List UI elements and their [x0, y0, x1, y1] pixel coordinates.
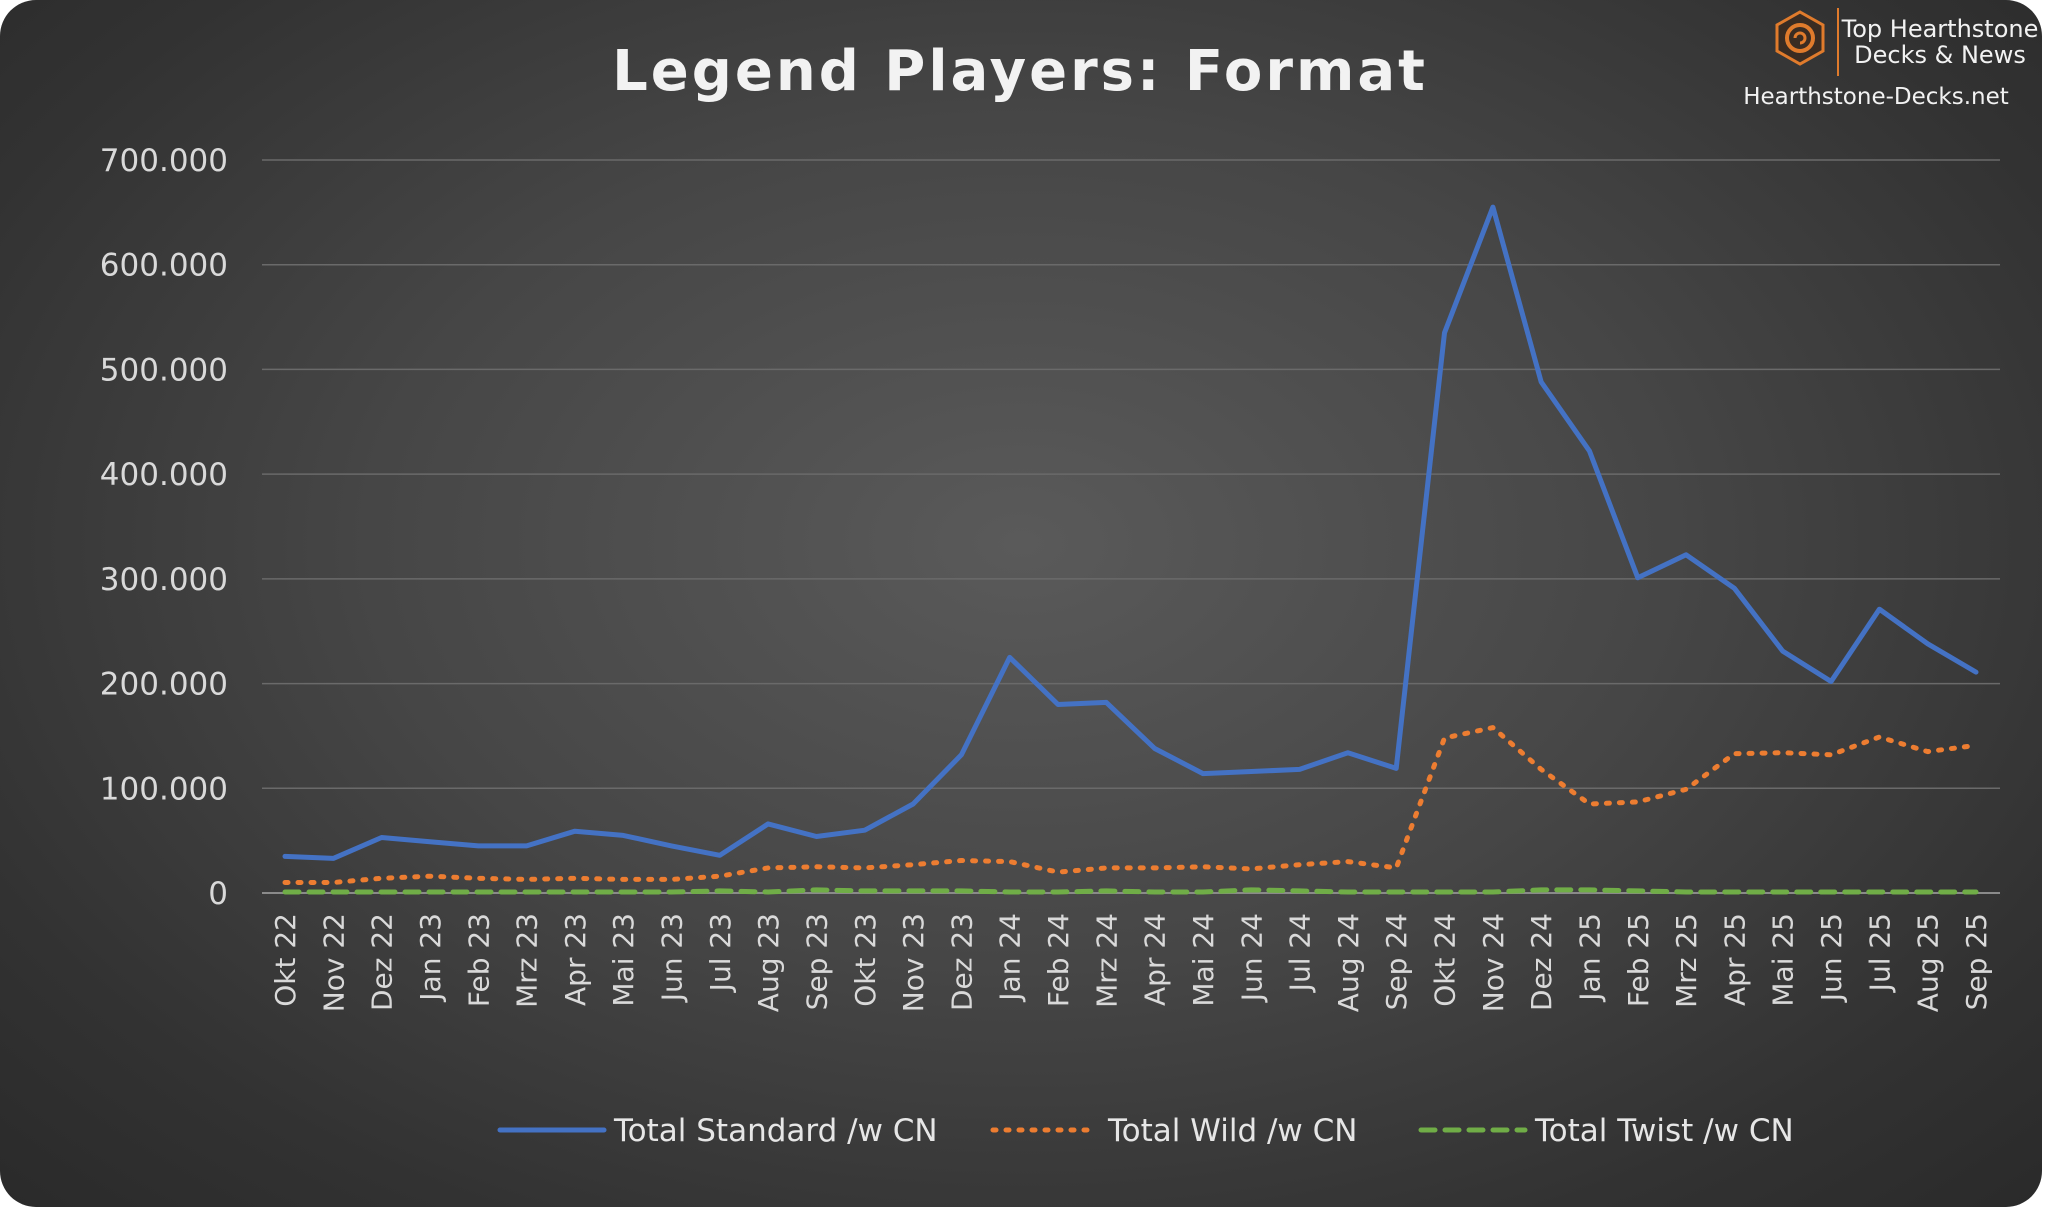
- x-tick-label: Sep 25: [1960, 913, 1993, 1010]
- x-tick-label: Nov 23: [897, 913, 930, 1012]
- logo-site: Hearthstone-Decks.net: [1743, 84, 2009, 110]
- x-tick-label: Jun 24: [1235, 913, 1268, 1003]
- x-tick-label: Feb 24: [1042, 913, 1075, 1007]
- x-tick-label: Mai 25: [1767, 913, 1800, 1007]
- x-tick-label: Sep 23: [800, 913, 833, 1010]
- legend-label: Total Standard /w CN: [613, 1113, 938, 1149]
- x-tick-label: Jan 24: [994, 913, 1027, 1003]
- x-tick-label: Mai 23: [607, 913, 640, 1007]
- legend-label: Total Twist /w CN: [1534, 1113, 1794, 1149]
- series-lines: [282, 204, 1979, 895]
- legend: Total Standard /w CN Total Wild /w CN Tota…: [497, 1113, 1794, 1149]
- x-tick-label: Jan 25: [1573, 913, 1606, 1003]
- y-tick-label: 500.000: [100, 352, 228, 388]
- x-tick-label: Dez 22: [366, 913, 399, 1011]
- x-tick-label: Jun 23: [656, 913, 689, 1003]
- x-tick-label: Apr 24: [1139, 913, 1172, 1006]
- y-tick-label: 400.000: [100, 457, 228, 493]
- x-tick-label: Jul 23: [704, 913, 737, 993]
- x-tick-label: Okt 23: [849, 913, 882, 1007]
- series-line-dotted: [282, 725, 1979, 885]
- x-tick-label: Apr 23: [559, 913, 592, 1006]
- y-axis-ticks: 0 100.000 200.000 300.000 400.000 500.000 600.…: [100, 143, 228, 912]
- site-logo: Top Hearthstone Decks & News Hearthstone…: [1743, 8, 2038, 110]
- logo-line-2: Decks & News: [1854, 41, 2026, 69]
- series-line-solid: [282, 204, 1979, 861]
- x-tick-label: Okt 22: [269, 913, 302, 1007]
- x-tick-label: Jan 23: [414, 913, 447, 1003]
- x-tick-label: Mrz 25: [1670, 913, 1703, 1008]
- x-tick-label: Aug 23: [752, 913, 785, 1012]
- x-tick-label: Aug 25: [1912, 913, 1945, 1012]
- y-tick-label: 0: [208, 876, 228, 912]
- x-tick-label: Okt 24: [1429, 913, 1462, 1007]
- x-tick-label: Mrz 24: [1090, 913, 1123, 1008]
- series-line-dashed: [282, 887, 1979, 895]
- logo-line-1: Top Hearthstone: [1841, 15, 2039, 43]
- y-tick-label: 700.000: [100, 143, 228, 179]
- x-axis-ticks: Okt 22 Nov 22 Dez 22 Jan 23 Feb 23 Mrz 23 Apr …: [269, 913, 1993, 1012]
- x-tick-label: Jul 25: [1863, 913, 1896, 993]
- x-tick-label: Aug 24: [1332, 913, 1365, 1012]
- x-tick-label: Dez 23: [945, 913, 978, 1011]
- legend-label: Total Wild /w CN: [1107, 1113, 1357, 1149]
- x-tick-label: Jun 25: [1815, 913, 1848, 1003]
- chart-title: Legend Players: Format: [612, 39, 1428, 104]
- x-tick-label: Nov 22: [317, 913, 350, 1012]
- gridlines: [262, 159, 2000, 894]
- y-tick-label: 300.000: [100, 562, 228, 598]
- hearthstone-swirl-icon: [1775, 10, 1825, 66]
- x-tick-label: Dez 24: [1525, 913, 1558, 1011]
- x-tick-label: Apr 25: [1718, 913, 1751, 1006]
- x-tick-label: Jul 24: [1284, 913, 1317, 993]
- x-tick-label: Mrz 23: [511, 913, 544, 1008]
- x-tick-label: Feb 25: [1622, 913, 1655, 1007]
- x-tick-label: Feb 23: [462, 913, 495, 1007]
- y-tick-label: 200.000: [100, 667, 228, 703]
- x-tick-label: Nov 24: [1477, 913, 1510, 1012]
- y-tick-label: 600.000: [100, 248, 228, 284]
- y-tick-label: 100.000: [100, 771, 228, 807]
- x-tick-label: Sep 24: [1380, 913, 1413, 1010]
- x-tick-label: Mai 24: [1187, 913, 1220, 1007]
